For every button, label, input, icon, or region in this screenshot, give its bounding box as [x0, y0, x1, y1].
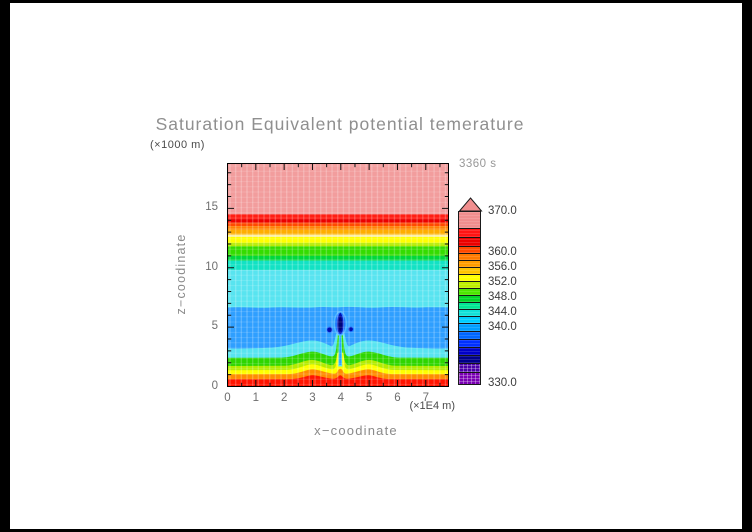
time-label: 3360 s [459, 158, 497, 170]
frame-top [0, 0, 752, 3]
colorbar-tick-label: 344.0 [488, 306, 517, 318]
y-tick-label: 15 [205, 201, 218, 214]
colorbar-cell [459, 281, 480, 288]
colorbar-cell [459, 274, 480, 281]
x-tick-label: 5 [365, 392, 373, 404]
colorbar-cell [459, 309, 480, 316]
colorbar-cell [459, 228, 480, 237]
frame-right [742, 0, 752, 532]
x-tick-label: 0 [224, 392, 231, 404]
colorbar-cell [459, 372, 480, 384]
colorbar-tick-label: 340.0 [488, 321, 517, 333]
colorbar-cell [459, 363, 480, 372]
y-tick-label: 0 [211, 379, 218, 392]
colorbar-cell [459, 355, 480, 363]
colorbar-cell [459, 331, 480, 339]
y-tick-label: 10 [205, 260, 218, 273]
colorbar-cell [459, 260, 480, 267]
y-axis-label: z−coodinate [174, 233, 188, 315]
colorbar-cell [459, 323, 480, 331]
x-tick-label: 3 [309, 392, 316, 404]
x-tick-label: 1 [252, 392, 260, 404]
colorbar [458, 211, 481, 385]
colorbar-cell [459, 288, 480, 295]
x-tick-label: 4 [337, 392, 344, 404]
colorbar-cell [459, 237, 480, 246]
colorbar-tick-label: 352.0 [488, 276, 517, 288]
chart-title: Saturation Equivalent potential temeratu… [155, 114, 525, 134]
colorbar-cell [459, 212, 480, 228]
colorbar-tick-label: 360.0 [488, 246, 517, 258]
x-axis-unit: (×1E4 m) [409, 400, 455, 412]
colorbar-cell [459, 246, 480, 253]
x-tick-label: 6 [394, 392, 401, 404]
colorbar-tick-label: 330.0 [488, 377, 517, 389]
frame-bottom [0, 529, 752, 532]
y-tick-label: 5 [211, 320, 218, 333]
colorbar-cell [459, 253, 480, 260]
x-axis-label: x−coodinate [314, 423, 398, 438]
x-tick-label: 2 [280, 392, 288, 404]
colorbar-tick-label: 356.0 [488, 261, 517, 273]
colorbar-cell [459, 295, 480, 302]
x-tick-label: 7 [422, 392, 429, 404]
colorbar-cell [459, 339, 480, 347]
colorbar-cell [459, 267, 480, 274]
colorbar-cell [459, 347, 480, 355]
colorbar-cell [459, 302, 480, 309]
colorbar-overflow-arrow [458, 197, 483, 212]
colorbar-cell [459, 316, 480, 323]
colorbar-tick-label: 370.0 [488, 205, 517, 217]
frame-left [0, 0, 10, 532]
y-axis-unit: (×1000 m) [150, 139, 205, 151]
colorbar-tick-label: 348.0 [488, 291, 517, 303]
contour-plot [227, 163, 449, 387]
